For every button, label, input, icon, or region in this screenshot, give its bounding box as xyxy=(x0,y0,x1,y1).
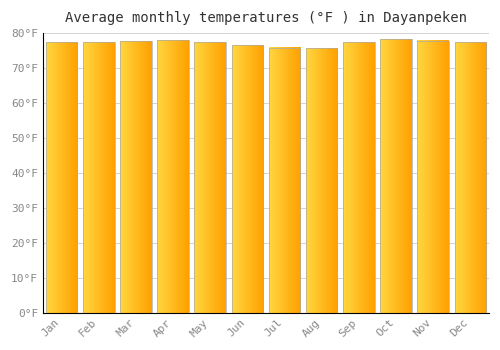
Bar xyxy=(120,41,152,313)
Bar xyxy=(83,42,114,313)
Bar xyxy=(268,48,300,313)
Bar xyxy=(343,42,374,313)
Bar xyxy=(418,41,449,313)
Bar xyxy=(194,42,226,313)
Bar xyxy=(306,48,338,313)
Bar xyxy=(232,45,263,313)
Bar xyxy=(380,39,412,313)
Bar xyxy=(157,40,189,313)
Title: Average monthly temperatures (°F ) in Dayanpeken: Average monthly temperatures (°F ) in Da… xyxy=(65,11,467,25)
Bar xyxy=(46,42,78,313)
Bar xyxy=(454,42,486,313)
